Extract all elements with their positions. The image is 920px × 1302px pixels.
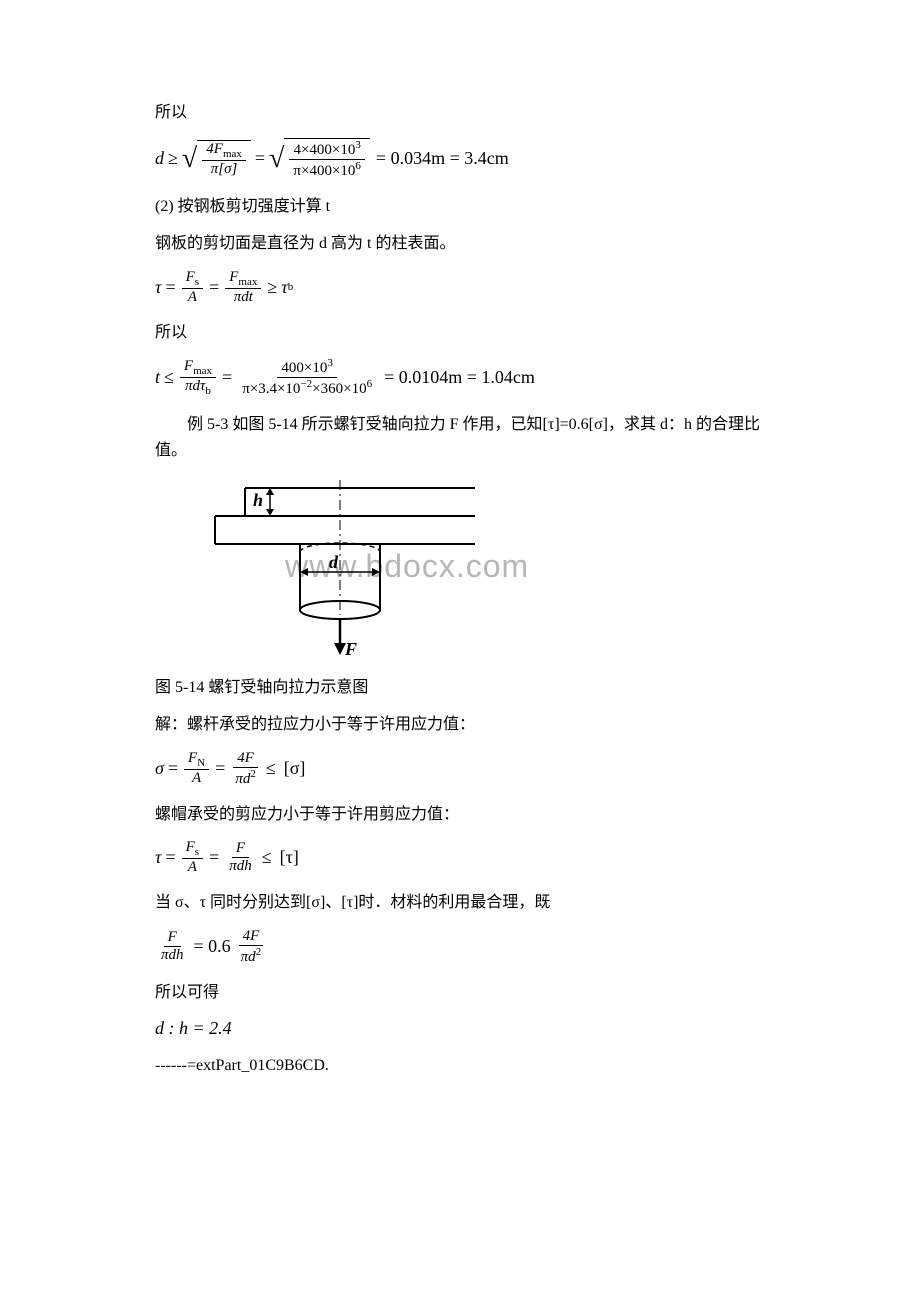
equation-result-dh: d : h = 2.4	[155, 1018, 785, 1039]
bolt-diagram-svg: h d F	[195, 480, 495, 660]
text-suoyi-1: 所以	[155, 100, 785, 126]
equation-tau-1: τ = Fs A = Fmax πdt ≥ τb	[155, 269, 785, 306]
text-suoyi-2: 所以	[155, 320, 785, 346]
text-shear-desc: 钢板的剪切面是直径为 d 高为 t 的柱表面。	[155, 231, 785, 257]
equation-d-ge: d ≥ √ 4Fmax π[σ] = √ 4×400×103 π×400×106…	[155, 138, 785, 180]
equation-t-le: t ≤ Fmax πdτb = 400×103 π×3.4×10−2×360×1…	[155, 357, 785, 398]
figure-5-14: www.bdocx.com h d F	[195, 480, 785, 665]
text-example-5-3: 例 5-3 如图 5-14 所示螺钉受轴向拉力 F 作用，已知[τ]=0.6[σ…	[155, 412, 785, 463]
equation-tau-2: τ = Fs A = F πdh ≤ [τ]	[155, 839, 785, 876]
svg-text:d: d	[329, 552, 339, 572]
equation-sigma: σ = FN A = 4F πd2 ≤ [σ]	[155, 750, 785, 788]
text-solution-start: 解：螺杆承受的拉应力小于等于许用应力值：	[155, 712, 785, 738]
text-step2: (2) 按钢板剪切强度计算 t	[155, 194, 785, 220]
equation-ratio: F πdh = 0.6 4F πd2	[155, 928, 785, 966]
text-extpart: ------=extPart_01C9B6CD.	[155, 1053, 785, 1079]
text-cap-shear: 螺帽承受的剪应力小于等于许用剪应力值：	[155, 802, 785, 828]
text-both-reach: 当 σ、τ 同时分别达到[σ]、[τ]时．材料的利用最合理，既	[155, 890, 785, 916]
figure-caption: 图 5-14 螺钉受轴向拉力示意图	[155, 675, 785, 701]
svg-text:h: h	[253, 490, 263, 510]
svg-text:F: F	[344, 639, 357, 659]
text-suoyi-kede: 所以可得	[155, 980, 785, 1006]
